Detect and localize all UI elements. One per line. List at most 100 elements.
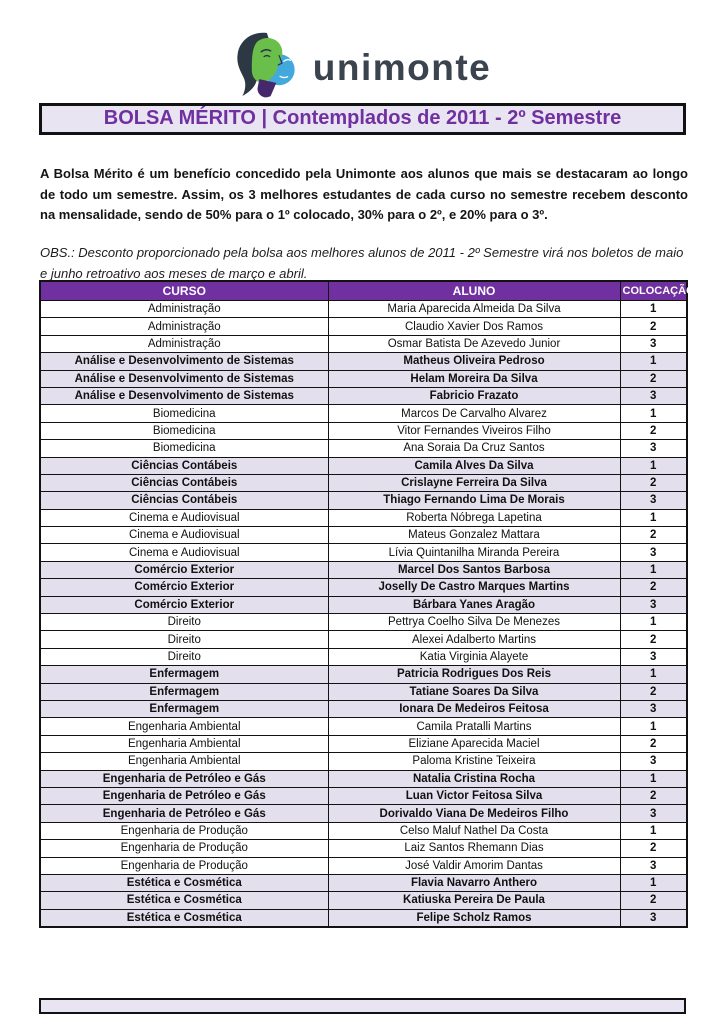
cell-colocacao: 2: [619, 578, 688, 597]
cell-colocacao: 3: [619, 804, 688, 823]
cell-colocacao: 1: [619, 613, 688, 632]
table-row: Comércio Exterior Joselly De Castro Marq…: [39, 578, 688, 597]
cell-colocacao: 1: [619, 821, 688, 841]
table-row: Biomedicina Marcos De Carvalho Alvarez 1: [39, 404, 688, 423]
page-footer-bar: [39, 998, 686, 1014]
cell-colocacao: 1: [619, 560, 688, 580]
cell-colocacao: 2: [619, 891, 688, 910]
cell-aluno: Alexei Adalberto Martins: [327, 630, 621, 649]
cell-colocacao: 3: [619, 752, 688, 771]
cell-curso: Comércio Exterior: [39, 578, 329, 597]
cell-colocacao: 1: [619, 769, 688, 788]
table-row: Administração Claudio Xavier Dos Ramos 2: [39, 317, 688, 336]
cell-curso: Biomedicina: [39, 404, 329, 423]
table-row: Engenharia de Produção Laiz Santos Rhema…: [39, 839, 688, 858]
cell-aluno: Thiago Fernando Lima De Morais: [327, 491, 621, 510]
cell-curso: Engenharia de Petróleo e Gás: [39, 804, 329, 823]
cell-aluno: Camila Alves Da Silva: [327, 456, 621, 475]
cell-aluno: Ionara De Medeiros Feitosa: [327, 699, 621, 719]
cell-aluno: Katia Virginia Alayete: [327, 647, 621, 667]
cell-colocacao: 2: [619, 421, 688, 441]
cell-curso: Engenharia Ambiental: [39, 734, 329, 754]
table-row: Ciências Contábeis Camila Alves Da Silva…: [39, 456, 688, 475]
unimonte-face-logo-icon: [233, 30, 297, 105]
cell-aluno: Marcel Dos Santos Barbosa: [327, 560, 621, 580]
table-row: Engenharia de Petróleo e Gás Dorivaldo V…: [39, 804, 688, 823]
cell-aluno: Eliziane Aparecida Maciel: [327, 734, 621, 754]
table-row: Engenharia de Petróleo e Gás Luan Victor…: [39, 786, 688, 806]
cell-curso: Direito: [39, 647, 329, 667]
cell-colocacao: 2: [619, 369, 688, 388]
cell-curso: Engenharia Ambiental: [39, 717, 329, 736]
table-row: Análise e Desenvolvimento de Sistemas Ma…: [39, 352, 688, 371]
cell-aluno: Helam Moreira Da Silva: [327, 369, 621, 388]
table-row: Análise e Desenvolvimento de Sistemas He…: [39, 369, 688, 388]
cell-colocacao: 1: [619, 299, 688, 319]
cell-aluno: Roberta Nóbrega Lapetina: [327, 508, 621, 528]
cell-curso: Cinema e Audiovisual: [39, 508, 329, 528]
table-row: Ciências Contábeis Thiago Fernando Lima …: [39, 491, 688, 510]
cell-curso: Administração: [39, 299, 329, 319]
table-row: Administração Maria Aparecida Almeida Da…: [39, 299, 688, 319]
cell-colocacao: 3: [619, 491, 688, 510]
cell-aluno: Camila Pratalli Martins: [327, 717, 621, 736]
cell-aluno: Joselly De Castro Marques Martins: [327, 578, 621, 597]
table-row: Direito Alexei Adalberto Martins 2: [39, 630, 688, 649]
cell-curso: Enfermagem: [39, 665, 329, 684]
cell-curso: Enfermagem: [39, 699, 329, 719]
cell-colocacao: 3: [619, 856, 688, 875]
cell-aluno: Maria Aparecida Almeida Da Silva: [327, 299, 621, 319]
cell-curso: Ciências Contábeis: [39, 491, 329, 510]
table-row: Engenharia de Petróleo e Gás Natalia Cri…: [39, 769, 688, 788]
cell-aluno: Mateus Gonzalez Mattara: [327, 526, 621, 545]
cell-colocacao: 2: [619, 839, 688, 858]
cell-aluno: Luan Victor Feitosa Silva: [327, 786, 621, 806]
cell-aluno: Marcos De Carvalho Alvarez: [327, 404, 621, 423]
cell-colocacao: 2: [619, 317, 688, 336]
table-row: Enfermagem Patricia Rodrigues Dos Reis 1: [39, 665, 688, 684]
table-row: Engenharia de Produção Celso Maluf Nathe…: [39, 821, 688, 841]
cell-colocacao: 3: [619, 647, 688, 667]
table-row: Enfermagem Ionara De Medeiros Feitosa 3: [39, 699, 688, 719]
table-header-row: CURSO ALUNO COLOCAÇÃO: [39, 280, 695, 301]
cell-aluno: José Valdir Amorim Dantas: [327, 856, 621, 875]
table-row: Cinema e Audiovisual Roberta Nóbrega Lap…: [39, 508, 688, 528]
cell-curso: Engenharia de Produção: [39, 821, 329, 841]
cell-colocacao: 2: [619, 734, 688, 754]
cell-colocacao: 1: [619, 352, 688, 371]
cell-curso: Administração: [39, 334, 329, 354]
cell-curso: Estética e Cosmética: [39, 891, 329, 910]
cell-colocacao: 3: [619, 543, 688, 562]
cell-curso: Cinema e Audiovisual: [39, 543, 329, 562]
cell-aluno: Tatiane Soares Da Silva: [327, 682, 621, 701]
intro-paragraph: A Bolsa Mérito é um benefício concedido …: [40, 166, 688, 222]
cell-curso: Biomedicina: [39, 439, 329, 458]
cell-aluno: Felipe Scholz Ramos: [327, 908, 621, 928]
cell-aluno: Paloma Kristine Teixeira: [327, 752, 621, 771]
cell-aluno: Laiz Santos Rhemann Dias: [327, 839, 621, 858]
cell-curso: Biomedicina: [39, 421, 329, 441]
cell-colocacao: 1: [619, 508, 688, 528]
cell-colocacao: 2: [619, 473, 688, 493]
cell-curso: Estética e Cosmética: [39, 908, 329, 928]
column-header-curso: CURSO: [39, 280, 329, 301]
cell-colocacao: 3: [619, 699, 688, 719]
results-table: CURSO ALUNO COLOCAÇÃO Administração Mari…: [39, 280, 695, 929]
cell-colocacao: 1: [619, 717, 688, 736]
cell-curso: Comércio Exterior: [39, 595, 329, 615]
table-row: Cinema e Audiovisual Mateus Gonzalez Mat…: [39, 526, 688, 545]
table-row: Engenharia Ambiental Paloma Kristine Tei…: [39, 752, 688, 771]
cell-aluno: Ana Soraia Da Cruz Santos: [327, 439, 621, 458]
cell-aluno: Celso Maluf Nathel Da Costa: [327, 821, 621, 841]
obs-paragraph: OBS.: Desconto proporcionado pela bolsa …: [40, 245, 684, 281]
cell-aluno: Osmar Batista De Azevedo Junior: [327, 334, 621, 354]
cell-aluno: Claudio Xavier Dos Ramos: [327, 317, 621, 336]
cell-aluno: Bárbara Yanes Aragão: [327, 595, 621, 615]
cell-aluno: Fabricio Frazato: [327, 386, 621, 406]
table-row: Cinema e Audiovisual Lívia Quintanilha M…: [39, 543, 688, 562]
brand-logo: unimonte: [0, 30, 724, 105]
table-row: Comércio Exterior Bárbara Yanes Aragão 3: [39, 595, 688, 615]
table-row: Estética e Cosmética Flavia Navarro Anth…: [39, 873, 688, 893]
cell-curso: Análise e Desenvolvimento de Sistemas: [39, 386, 329, 406]
table-row: Engenharia Ambiental Camila Pratalli Mar…: [39, 717, 688, 736]
